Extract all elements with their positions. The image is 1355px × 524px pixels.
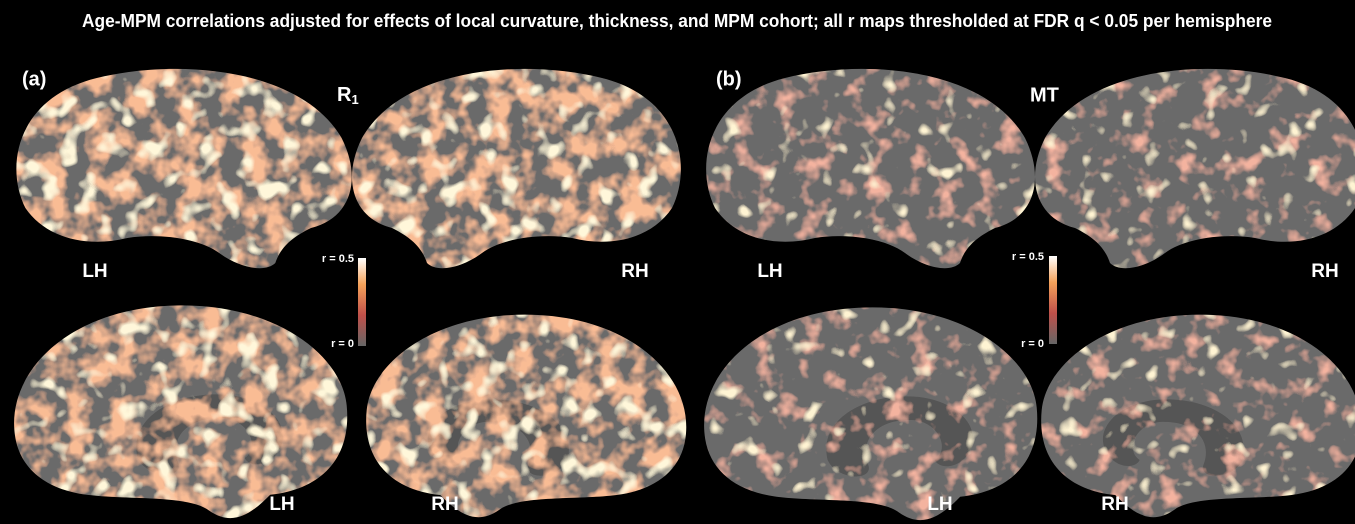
hemisphere-label: RH bbox=[1311, 261, 1338, 282]
brain-lateral-rh bbox=[1035, 69, 1355, 268]
brain-lateral-lh bbox=[706, 69, 1035, 268]
brain-lateral-rh bbox=[352, 69, 681, 268]
hemisphere-label: LH bbox=[269, 494, 294, 515]
colorbar-max-label: r = 0.5 bbox=[322, 253, 354, 265]
brain-medial-lh bbox=[704, 307, 1037, 520]
measure-label: MT bbox=[1030, 84, 1059, 106]
colorbar-max-label: r = 0.5 bbox=[1012, 251, 1044, 263]
colorbar-min-label: r = 0 bbox=[331, 338, 354, 350]
hemisphere-label: LH bbox=[927, 494, 952, 515]
measure-label: R1 bbox=[337, 84, 359, 107]
hemisphere-label: RH bbox=[431, 494, 458, 515]
measure-subscript: 1 bbox=[351, 92, 358, 107]
hemisphere-label: LH bbox=[82, 261, 107, 282]
figure: Age-MPM correlations adjusted for effect… bbox=[0, 0, 1355, 524]
colorbar bbox=[1049, 256, 1057, 344]
figure-title: Age-MPM correlations adjusted for effect… bbox=[82, 11, 1272, 31]
panel-label: (a) bbox=[22, 68, 46, 90]
brain-medial-lh bbox=[14, 305, 347, 518]
hemisphere-label: RH bbox=[1101, 494, 1128, 515]
brain-medial-rh bbox=[1041, 315, 1355, 518]
brain-lateral-lh bbox=[16, 69, 351, 268]
hemisphere-label: RH bbox=[621, 261, 648, 282]
panel-label: (b) bbox=[716, 68, 742, 90]
measure: R bbox=[337, 84, 352, 106]
colorbar-min-label: r = 0 bbox=[1021, 338, 1044, 350]
panel-a: (a) R1 LH RH LH RH r = 0.5 r = 0 bbox=[14, 68, 686, 518]
colorbar bbox=[358, 258, 366, 346]
panel-b: (b) MT LH RH LH RH r = 0.5 r = 0 bbox=[704, 68, 1355, 520]
hemisphere-label: LH bbox=[757, 261, 782, 282]
brain-medial-rh bbox=[366, 315, 686, 518]
